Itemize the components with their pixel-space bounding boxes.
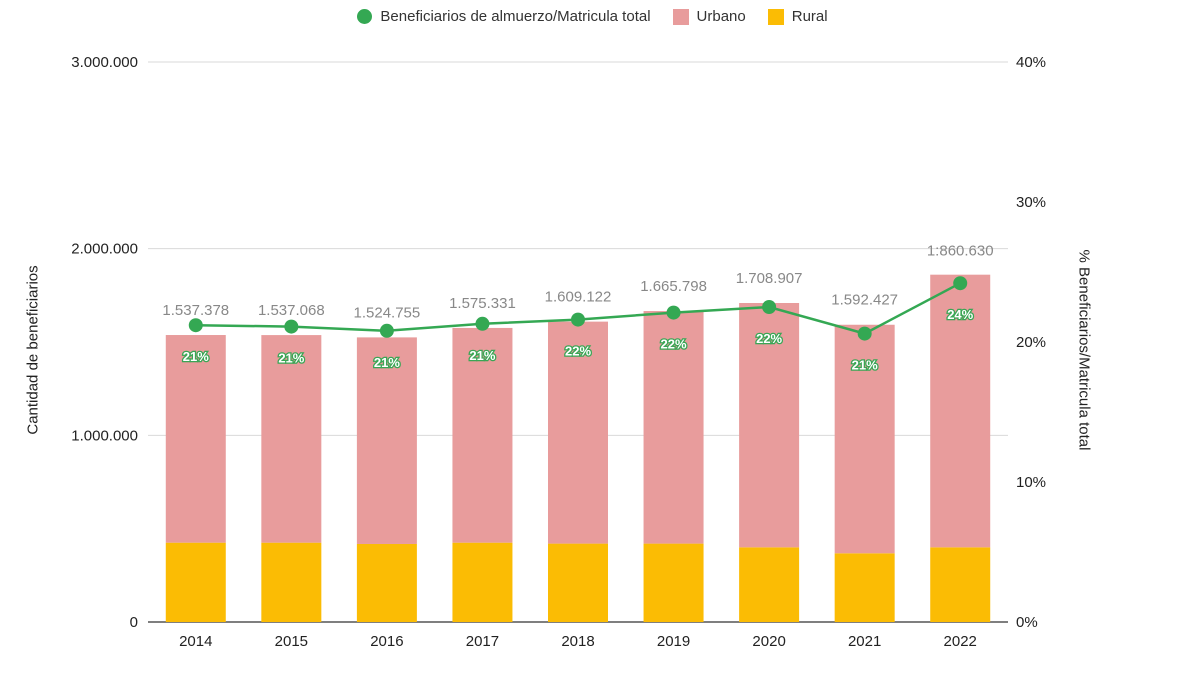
y-tick-label-left: 2.000.000 <box>71 241 138 258</box>
bar-total-label: 1.524.755 <box>354 304 421 321</box>
chart-legend: Beneficiarios de almuerzo/Matricula tota… <box>0 8 1185 25</box>
ratio-data-label: 22% <box>756 331 782 346</box>
y-tick-label-left: 0 <box>130 614 138 631</box>
ratio-data-label: 21% <box>469 348 495 363</box>
x-tick-label: 2022 <box>944 633 977 650</box>
bar-total-label: 1.609.122 <box>545 289 612 306</box>
bar-total-label: 1.592.427 <box>831 292 898 309</box>
x-tick-label: 2017 <box>466 633 499 650</box>
bar-urbano <box>165 335 226 543</box>
bar-urbano <box>548 321 608 544</box>
ratio-data-label: 21% <box>183 349 209 364</box>
bar-rural <box>834 553 895 622</box>
bar-total-label: 1.537.068 <box>258 302 325 319</box>
legend-label-urbano: Urbano <box>696 8 746 25</box>
bar-total-label: 1.708.907 <box>736 270 803 287</box>
y-tick-label-right: 10% <box>1016 474 1046 491</box>
legend-item-rural[interactable]: Rural <box>767 8 828 25</box>
y-tick-label-right: 40% <box>1016 54 1046 71</box>
bar-rural <box>643 543 704 622</box>
ratio-data-label: 24% <box>947 307 973 322</box>
ratio-point <box>379 323 394 338</box>
legend-label-ratio: Beneficiarios de almuerzo/Matricula tota… <box>380 8 651 25</box>
bar-rural <box>548 543 608 622</box>
bar-rural <box>452 542 513 622</box>
bar-urbano <box>452 327 513 543</box>
bar-urbano <box>930 274 991 548</box>
bar-total-label: 1.537.378 <box>162 302 229 319</box>
ratio-point <box>762 300 777 314</box>
x-tick-label: 2015 <box>275 633 308 650</box>
ratio-data-label: 21% <box>278 351 304 366</box>
ratio-data-label: 22% <box>565 344 591 359</box>
legend-item-ratio[interactable]: Beneficiarios de almuerzo/Matricula tota… <box>357 8 651 25</box>
legend-swatch-urbano <box>672 8 689 25</box>
x-tick-label: 2018 <box>561 633 594 650</box>
legend-label-rural: Rural <box>791 8 828 25</box>
x-tick-label: 2021 <box>848 633 881 650</box>
y-tick-label-left: 1.000.000 <box>71 427 138 444</box>
ratio-point <box>571 312 585 327</box>
bar-urbano <box>643 311 704 544</box>
ratio-data-label: 22% <box>661 337 687 352</box>
x-tick-label: 2020 <box>752 633 785 650</box>
y-tick-label-right: 0% <box>1016 614 1038 631</box>
ratio-point <box>857 326 872 341</box>
bar-total-label: 1.575.331 <box>449 295 516 312</box>
bar-urbano <box>739 303 800 548</box>
x-tick-label: 2016 <box>370 633 403 650</box>
bar-total-label: 1:860.630 <box>927 243 994 260</box>
ratio-point <box>953 276 968 291</box>
bar-urbano <box>834 324 895 554</box>
ratio-data-label: 21% <box>374 355 400 370</box>
y-tick-label-right: 30% <box>1016 194 1046 211</box>
ratio-point <box>188 318 203 333</box>
legend-item-urbano[interactable]: Urbano <box>672 8 746 25</box>
bar-total-label: 1.665.798 <box>640 278 707 295</box>
bar-urbano <box>356 337 417 544</box>
y-tick-label-left: 3.000.000 <box>71 54 138 71</box>
bar-rural <box>739 547 800 622</box>
ratio-point <box>666 305 681 320</box>
ratio-point <box>475 316 490 331</box>
x-tick-label: 2019 <box>657 633 690 650</box>
legend-swatch-rural <box>767 8 784 25</box>
ratio-data-label: 21% <box>852 358 878 373</box>
bar-rural <box>356 543 417 622</box>
y-tick-label-right: 20% <box>1016 334 1046 351</box>
bar-urbano <box>261 335 322 543</box>
ratio-point <box>284 319 299 334</box>
x-tick-label: 2014 <box>179 633 212 650</box>
bar-rural <box>165 542 226 622</box>
legend-swatch-ratio <box>357 9 373 24</box>
bar-rural <box>261 542 322 622</box>
bar-rural <box>930 547 991 622</box>
